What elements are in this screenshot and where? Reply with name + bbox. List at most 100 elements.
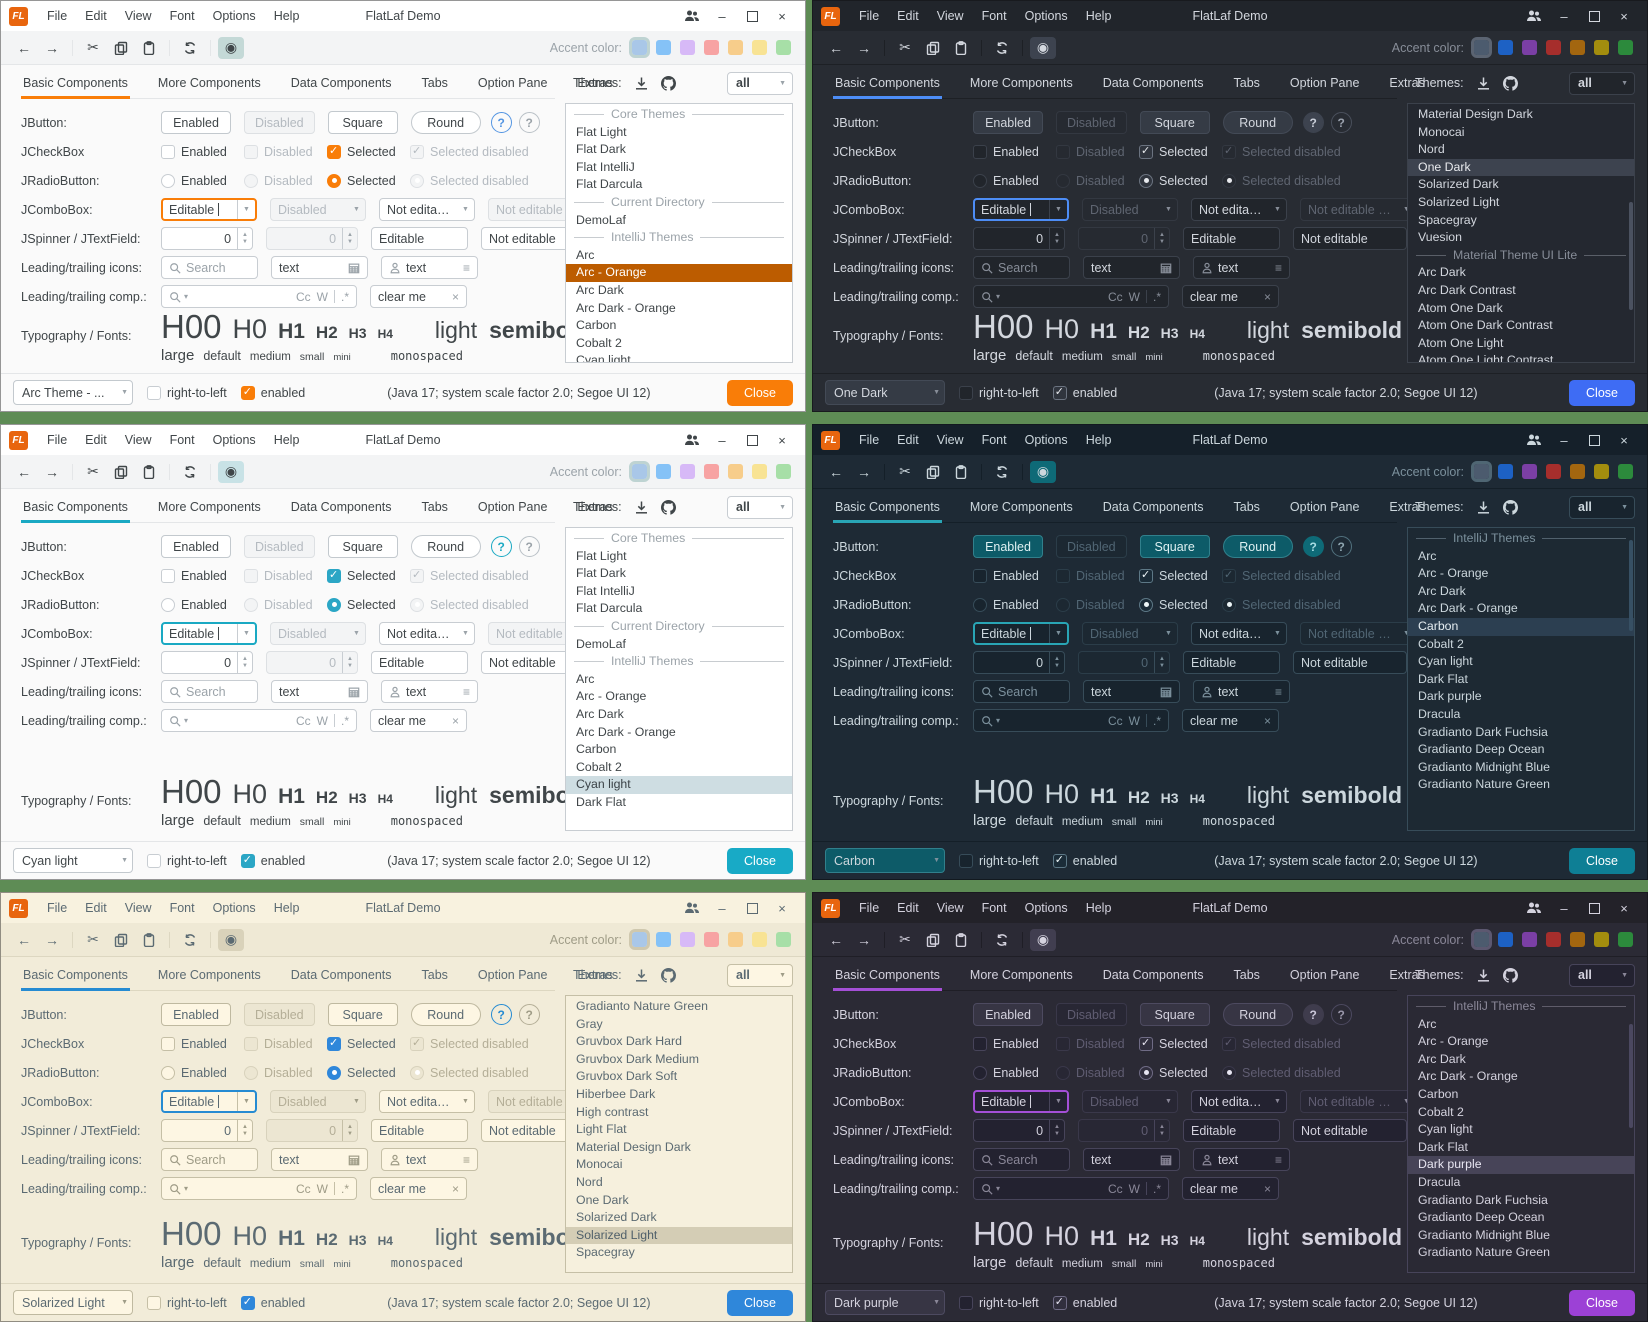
theme-list-item[interactable]: Core Themes <box>566 106 792 124</box>
help-button[interactable]: ? <box>490 112 512 133</box>
combobox[interactable]: Disabled ▼ <box>270 198 366 221</box>
theme-list-item[interactable]: Carbon <box>1408 617 1634 636</box>
theme-list-item[interactable]: Carbon <box>1418 1086 1459 1101</box>
copy-icon[interactable] <box>108 37 134 59</box>
calendar-icon[interactable] <box>348 262 360 274</box>
menu-item[interactable]: Font <box>169 901 195 915</box>
match-case-button[interactable]: Cc <box>1107 1181 1123 1196</box>
accent-swatch[interactable] <box>1594 464 1609 479</box>
maximize-button[interactable] <box>1579 1 1609 31</box>
list-icon[interactable]: ≡ <box>462 1152 470 1167</box>
back-icon[interactable]: ← <box>829 463 843 480</box>
chevron-down-icon[interactable]: ▼ <box>1274 206 1281 213</box>
match-case-button[interactable]: Cc <box>1107 713 1123 728</box>
tab[interactable]: More Components <box>969 500 1073 514</box>
inspect-toggle-icon[interactable]: ◉ <box>1030 928 1056 951</box>
help-button[interactable]: ? <box>1302 112 1324 133</box>
theme-combobox[interactable]: Arc Theme - ... ▼ <box>13 380 133 405</box>
enabled-checkbox[interactable]: enabled <box>1052 853 1123 868</box>
match-case-button[interactable]: Cc <box>1107 289 1123 304</box>
tab[interactable]: Extras <box>577 76 613 90</box>
accent-swatch[interactable] <box>752 932 767 947</box>
theme-list-item[interactable]: Arc Dark <box>1418 1051 1466 1066</box>
accent-swatch[interactable] <box>680 40 695 55</box>
menu-item[interactable]: Edit <box>85 9 107 23</box>
demo-button[interactable]: Disabled <box>1056 1003 1127 1026</box>
theme-list-item[interactable]: Arc - Orange <box>576 689 647 704</box>
paste-icon[interactable] <box>136 929 162 951</box>
spinner-arrows-icon[interactable]: ▲ ▼ <box>1049 652 1064 673</box>
chevron-down-icon[interactable]: ▾ <box>996 292 1001 301</box>
theme-list-item[interactable]: Dark purple <box>1418 689 1482 704</box>
search-textfield[interactable]: Search <box>973 1148 1070 1171</box>
radio-button[interactable]: Selected disabled <box>410 597 529 612</box>
scrollbar-thumb[interactable] <box>1629 1023 1633 1129</box>
download-icon[interactable] <box>1476 76 1491 91</box>
radio-button[interactable]: Selected disabled <box>1222 173 1341 188</box>
theme-list-item[interactable]: Arc <box>1418 1016 1437 1031</box>
tab[interactable]: Option Pane <box>477 76 548 90</box>
theme-list-item[interactable]: Flat Dark <box>576 566 626 581</box>
accent-swatch[interactable] <box>1618 40 1633 55</box>
theme-list-item[interactable]: Gradianto Midnight Blue <box>1418 759 1550 774</box>
radio-button[interactable]: Enabled <box>161 1065 231 1080</box>
clear-icon[interactable]: × <box>1263 289 1271 304</box>
menu-item[interactable]: File <box>47 901 68 915</box>
theme-list-item[interactable]: Solarized Dark <box>1418 177 1499 192</box>
users-icon[interactable] <box>677 893 707 923</box>
theme-list-item[interactable]: Material Design Dark <box>1418 107 1533 121</box>
forward-icon[interactable]: → <box>45 931 59 948</box>
close-dialog-button[interactable]: Close <box>1569 1289 1635 1316</box>
tab[interactable]: Extras <box>1389 968 1425 982</box>
radio-button[interactable]: Selected <box>1139 1065 1209 1080</box>
theme-list-item[interactable]: Gradianto Deep Ocean <box>1418 742 1545 757</box>
inspect-toggle-icon[interactable]: ◉ <box>218 460 244 483</box>
chevron-down-icon[interactable]: ▼ <box>1398 199 1415 220</box>
combobox[interactable]: Editable ▼ <box>161 1090 257 1113</box>
tab[interactable]: Option Pane <box>477 968 548 982</box>
theme-list-item[interactable]: Flat IntelliJ <box>576 159 635 174</box>
menu-item[interactable]: Edit <box>897 9 919 23</box>
chevron-down-icon[interactable]: ▼ <box>462 206 469 213</box>
theme-list-item[interactable]: Flat Darcula <box>576 177 643 192</box>
combobox[interactable]: Editable ▼ <box>973 622 1069 645</box>
radio-button[interactable]: Enabled <box>161 597 231 612</box>
theme-list-item[interactable]: Solarized Light <box>1418 194 1500 209</box>
accent-swatch[interactable] <box>776 932 791 947</box>
accent-swatch[interactable] <box>1498 932 1513 947</box>
refresh-icon[interactable] <box>177 37 203 59</box>
theme-list-item[interactable]: Cobalt 2 <box>576 759 622 774</box>
radio-button[interactable]: Selected disabled <box>410 1065 529 1080</box>
demo-button[interactable]: Square <box>1139 111 1210 134</box>
calendar-icon[interactable] <box>348 1154 360 1166</box>
theme-list-item[interactable]: Dark Flat <box>576 794 626 809</box>
enabled-checkbox[interactable]: enabled <box>1052 385 1123 400</box>
combobox[interactable]: Not editable dis...▼ <box>1300 1090 1416 1113</box>
accent-swatch[interactable] <box>680 932 695 947</box>
spinner[interactable]: 0 ▲ ▼ <box>161 1119 253 1142</box>
tab[interactable]: More Components <box>157 968 261 982</box>
theme-list-item[interactable]: Dracula <box>1418 1174 1461 1189</box>
search-field-with-options[interactable]: ▾ Cc W .* <box>973 1177 1169 1200</box>
demo-button[interactable]: Enabled <box>973 111 1043 134</box>
theme-list-item[interactable]: Monocai <box>576 1157 623 1172</box>
scrollbar-thumb[interactable] <box>1629 202 1633 311</box>
list-icon[interactable]: ≡ <box>1274 684 1282 699</box>
maximize-button[interactable] <box>737 893 767 923</box>
demo-button[interactable]: Square <box>1139 535 1210 558</box>
clear-icon[interactable]: × <box>451 1181 459 1196</box>
radio-button[interactable]: Disabled <box>244 597 314 612</box>
editable-textfield[interactable]: Editable <box>371 651 468 674</box>
github-icon[interactable] <box>660 499 676 515</box>
right-to-left-checkbox[interactable]: right-to-left <box>147 853 227 868</box>
checkbox[interactable]: Selected disabled <box>1222 1036 1341 1051</box>
enabled-checkbox[interactable]: enabled <box>240 1295 311 1310</box>
calendar-icon[interactable] <box>348 686 360 698</box>
chevron-down-icon[interactable]: ▼ <box>353 1098 360 1105</box>
search-textfield[interactable]: Search <box>973 680 1070 703</box>
back-icon[interactable]: ← <box>17 931 31 948</box>
search-textfield[interactable]: Search <box>161 680 258 703</box>
theme-list-item[interactable]: Arc Dark - Orange <box>1418 1069 1518 1084</box>
theme-list-item[interactable]: Gradianto Midnight Blue <box>1418 1227 1550 1242</box>
clear-field[interactable]: clear me × <box>1182 285 1279 308</box>
